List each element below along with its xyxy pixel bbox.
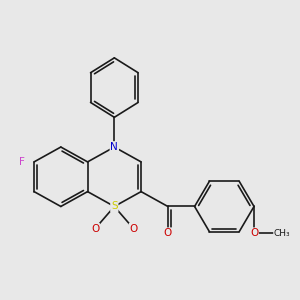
Text: F: F <box>19 157 25 167</box>
Text: S: S <box>111 202 118 212</box>
Text: N: N <box>110 142 118 152</box>
Text: O: O <box>164 228 172 238</box>
Text: CH₃: CH₃ <box>274 229 291 238</box>
Text: O: O <box>250 228 258 238</box>
Text: O: O <box>91 224 99 234</box>
Text: O: O <box>130 224 138 234</box>
